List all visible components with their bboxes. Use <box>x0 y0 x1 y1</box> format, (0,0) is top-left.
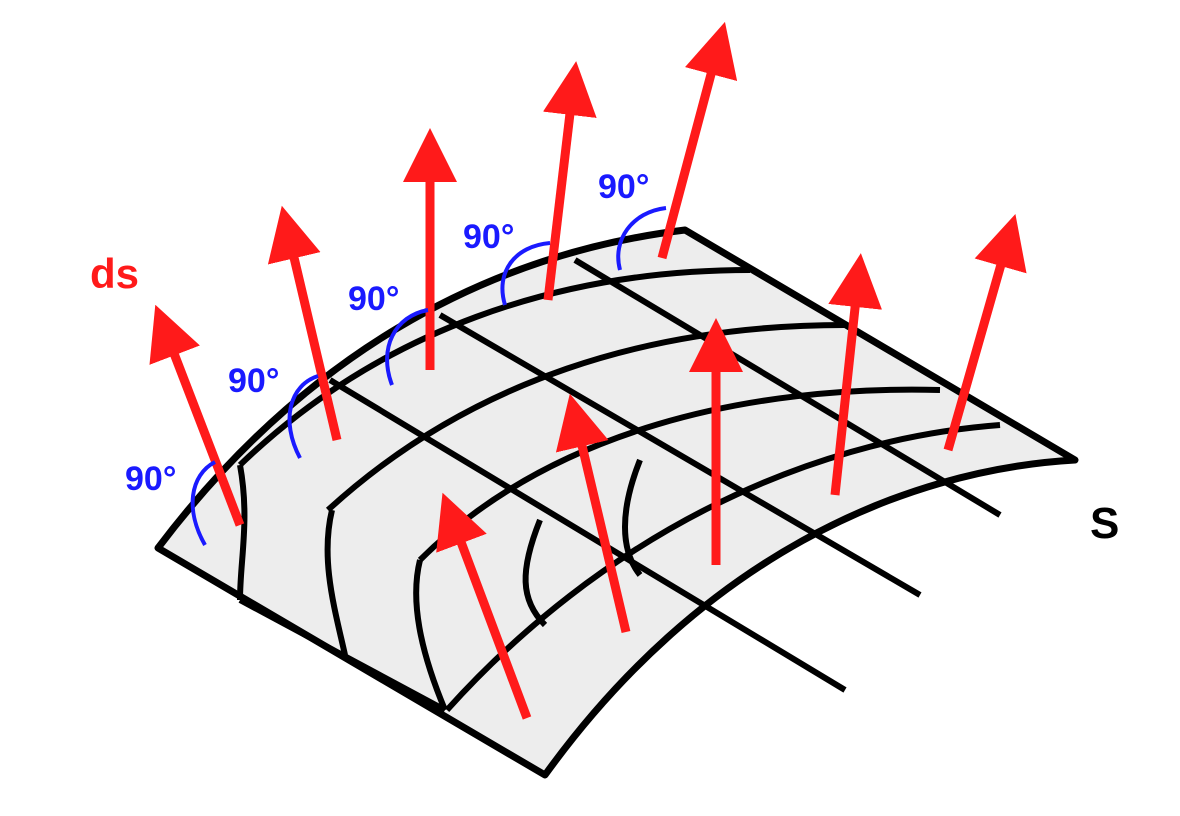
normal-arrow <box>555 393 631 634</box>
normal-arrow <box>267 205 342 442</box>
normal-arrow <box>943 214 1027 452</box>
angle-label: 90° <box>463 218 514 256</box>
normal-arrow <box>149 304 245 527</box>
surface-patch <box>154 226 1079 779</box>
angle-label: 90° <box>228 362 279 400</box>
angle-arc <box>500 241 551 306</box>
angle-arc <box>385 308 429 386</box>
normal-arrow <box>828 253 882 496</box>
vector-label: ds <box>90 250 139 297</box>
angle-labels: 90° 90° 90° 90° 90° <box>125 168 649 498</box>
normal-arrow <box>543 61 597 301</box>
normal-vectors <box>149 21 1027 720</box>
angle-label: 90° <box>598 168 649 206</box>
surface-label: S <box>1090 499 1119 548</box>
angle-arc <box>190 460 217 546</box>
grid-lines-cross <box>237 257 1002 713</box>
normal-arrow <box>436 492 532 720</box>
surface-fill <box>154 226 1079 779</box>
angle-label: 90° <box>348 280 399 318</box>
angle-label: 90° <box>125 460 176 498</box>
normal-arrow <box>657 21 738 260</box>
angle-arc <box>616 206 667 271</box>
angle-arc <box>287 374 319 459</box>
right-angle-arcs <box>190 206 667 546</box>
